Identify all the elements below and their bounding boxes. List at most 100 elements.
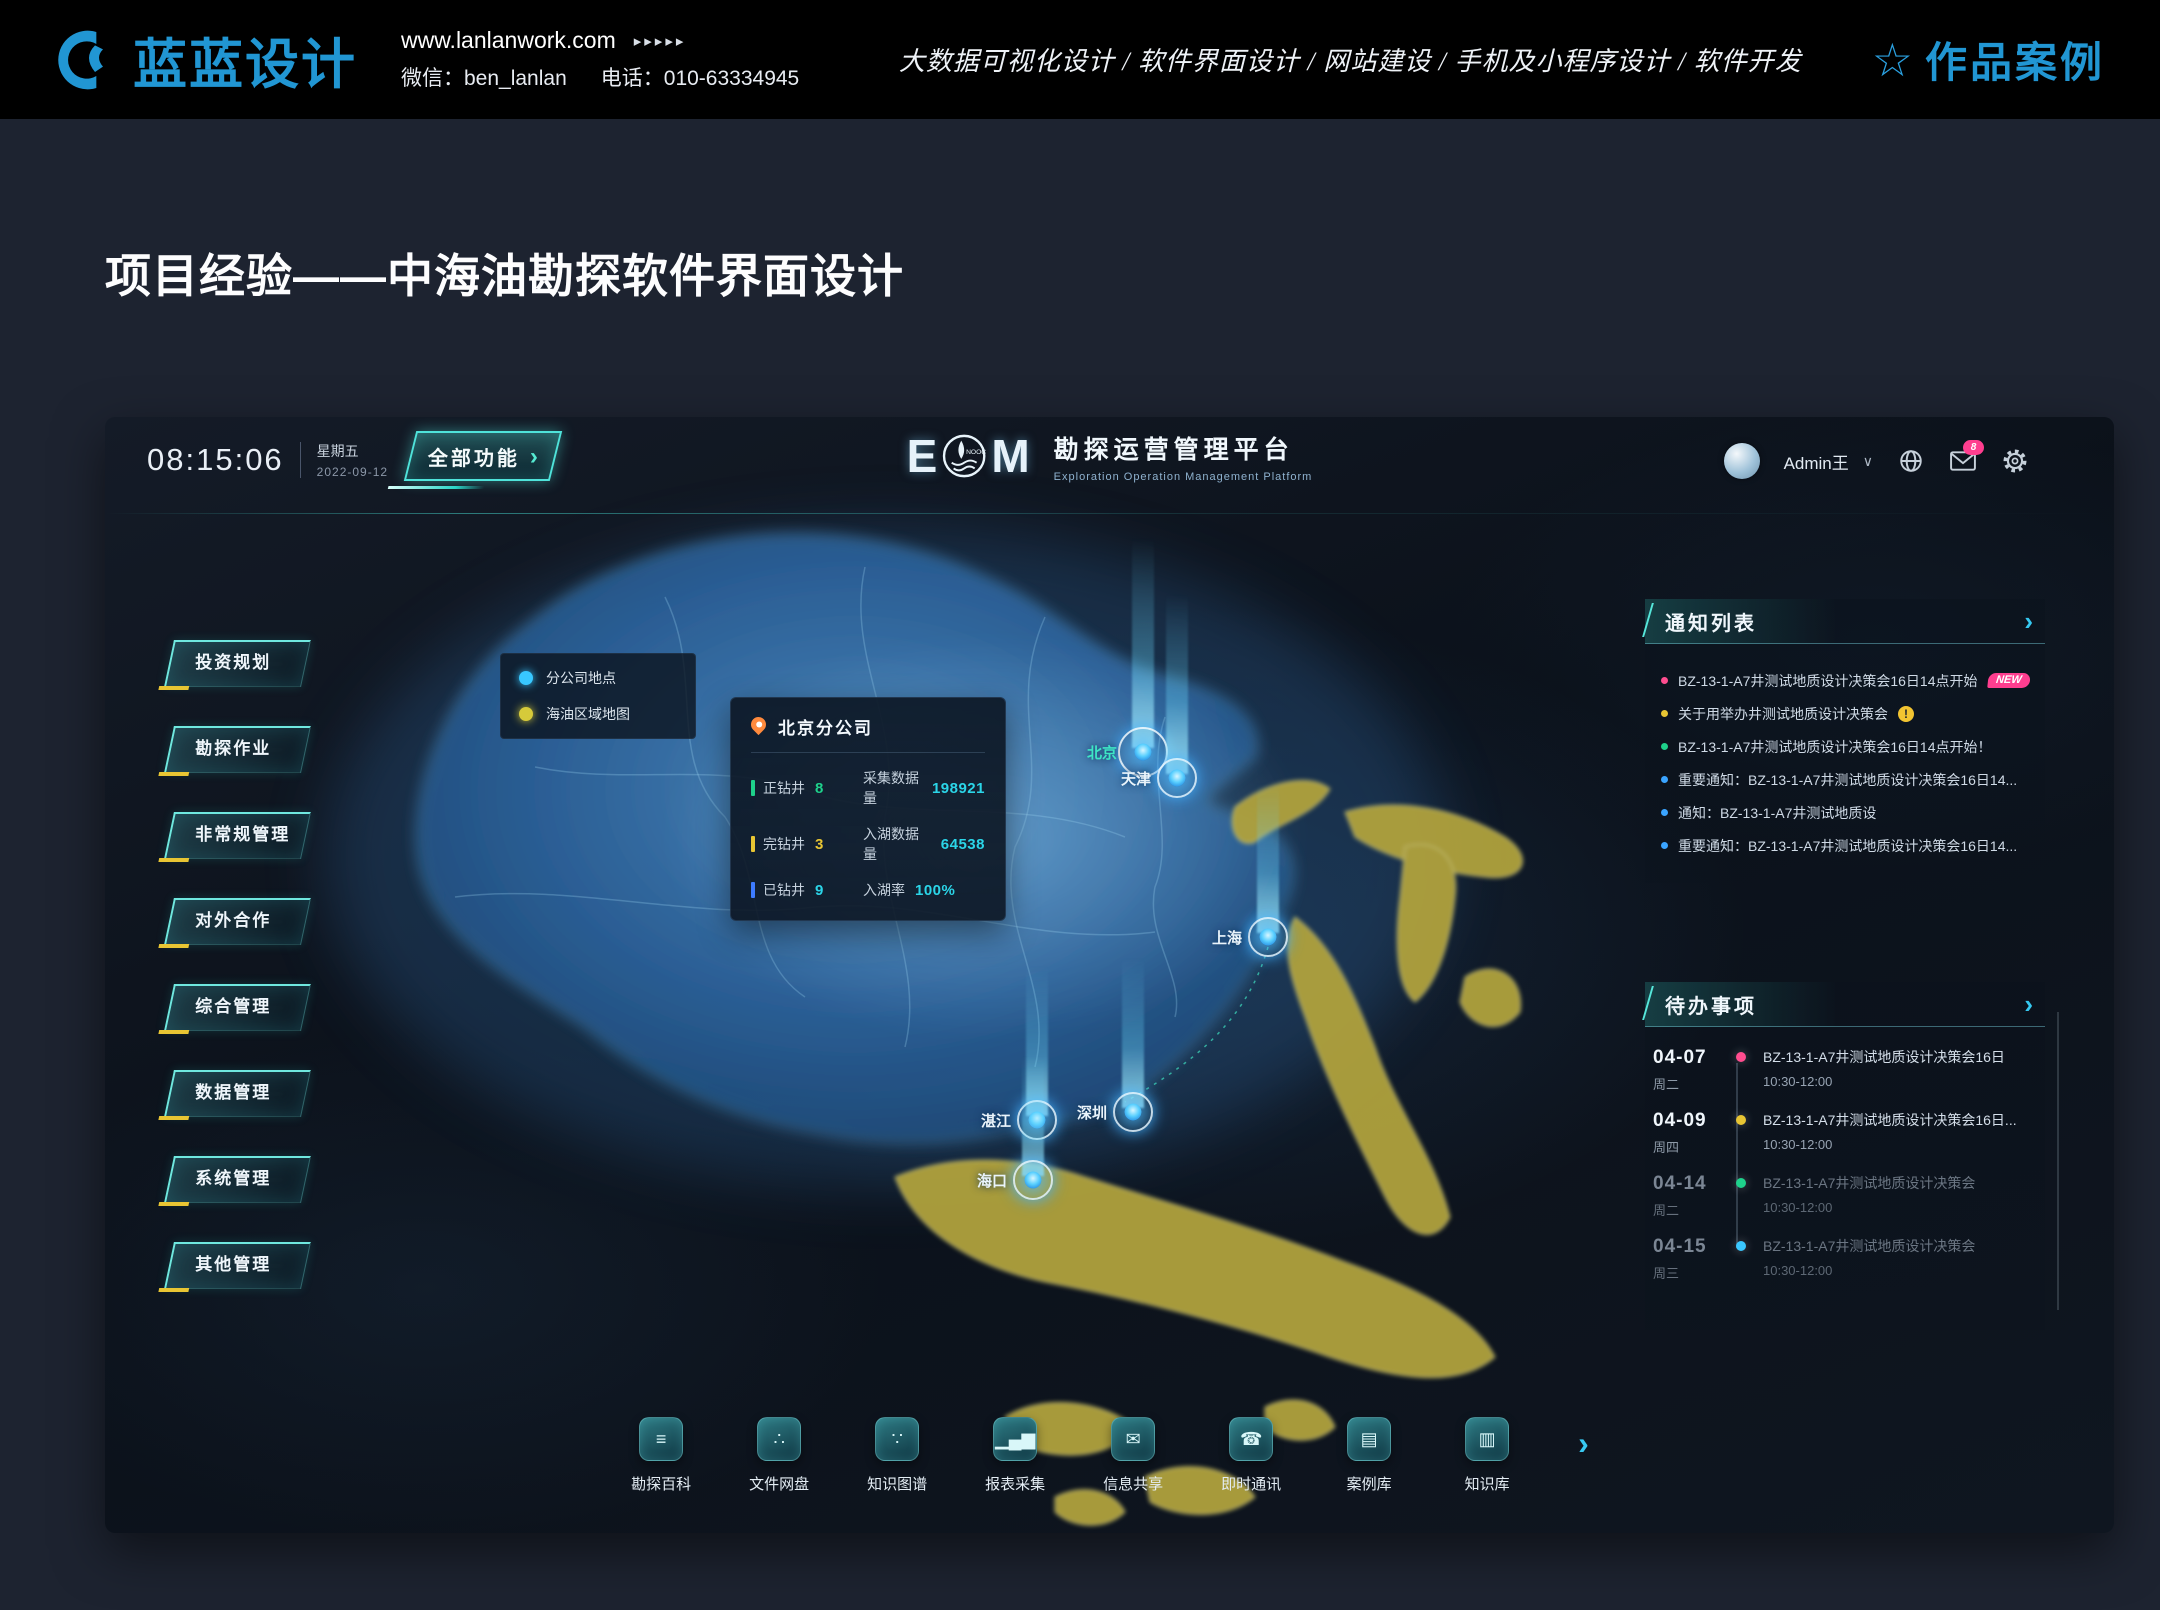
notification-item[interactable]: 重要通知：BZ-13-1-A7井测试地质设计决策会16日14... <box>1661 763 2037 796</box>
legend-dot-icon <box>519 671 533 685</box>
todo-main: BZ-13-1-A7井测试地质设计决策会 10:30-12:00 <box>1763 1173 2035 1219</box>
todo-main: BZ-13-1-A7井测试地质设计决策会16日... 10:30-12:00 <box>1763 1110 2035 1156</box>
site-phone: 电话：010-63334945 <box>600 67 800 90</box>
todo-item[interactable]: 04-07 周二 BZ-13-1-A7井测试地质设计决策会16日 10:30-1… <box>1653 1047 2035 1093</box>
notification-more-icon[interactable]: › <box>2024 606 2033 636</box>
stat-bar-icon <box>751 836 755 852</box>
dock-items: ≡ 勘探百科 ∴ 文件网盘 ∵ 知识图谱 ▁▄▆ <box>630 1417 1518 1494</box>
todo-item[interactable]: 04-14 周二 BZ-13-1-A7井测试地质设计决策会 10:30-12:0… <box>1653 1173 2035 1219</box>
dock-item[interactable]: ✉ 信息共享 <box>1102 1417 1164 1494</box>
legend-row: 分公司地点 <box>519 668 677 688</box>
notification-text: BZ-13-1-A7井测试地质设计决策会16日14点开始 <box>1678 672 1978 689</box>
todo-item[interactable]: 04-09 周四 BZ-13-1-A7井测试地质设计决策会16日... 10:3… <box>1653 1110 2035 1156</box>
dock-tile-icon: ✉ <box>1111 1417 1156 1461</box>
notification-dot-icon <box>1661 710 1668 717</box>
avatar[interactable] <box>1723 443 1760 479</box>
sidebar-item[interactable]: 投资规划 <box>164 640 311 687</box>
todo-day: 周三 <box>1653 1266 1680 1281</box>
stat-left: 已钻井 9 <box>751 880 863 900</box>
sidebar-item[interactable]: 非常规管理 <box>164 812 311 859</box>
platform-title: 勘探运营管理平台 <box>1053 435 1294 464</box>
mail-icon[interactable]: 8 <box>1949 440 1984 475</box>
map-route-line <box>1124 946 1269 1103</box>
dock-label: 勘探百科 <box>631 1476 692 1493</box>
dock-item[interactable]: ∵ 知识图谱 <box>866 1417 928 1494</box>
notification-title: 通知列表 <box>1665 612 1757 635</box>
dock-label: 案例库 <box>1346 1476 1392 1493</box>
dock-item[interactable]: ▁▄▆ 报表采集 <box>984 1417 1046 1494</box>
stat-label: 入湖数据量 <box>863 826 919 862</box>
todo-date-col: 04-07 周二 <box>1653 1047 1719 1093</box>
site-url[interactable]: www.lanlanwork.com <box>401 27 616 53</box>
dock-more-icon[interactable]: › <box>1578 1425 1589 1461</box>
dock-tile-icon: ∵ <box>875 1417 920 1461</box>
platform-subtitle: Exploration Operation Management Platfor… <box>1053 470 1313 483</box>
notification-header: 通知列表 › <box>1645 599 2045 644</box>
marker-core-icon <box>1134 743 1152 761</box>
chevron-down-icon[interactable]: ∨ <box>1862 452 1873 469</box>
gear-icon[interactable] <box>2001 447 2029 475</box>
branch-info-card: 北京分公司 正钻井 8 采集数据量 198921 <box>730 697 1006 921</box>
sparkle-star-icon: ☆ <box>1871 33 1913 86</box>
notification-item[interactable]: 重要通知：BZ-13-1-A7井测试地质设计决策会16日14... <box>1661 829 2037 862</box>
site-header: 蓝蓝设计 www.lanlanwork.com ▸▸▸▸▸ 微信：ben_lan… <box>0 0 2160 119</box>
dock-item[interactable]: ☎ 即时通讯 <box>1220 1417 1282 1494</box>
clock-time: 08:15:06 <box>147 442 284 477</box>
todo-item[interactable]: 04-15 周三 BZ-13-1-A7井测试地质设计决策会 10:30-12:0… <box>1653 1236 2035 1282</box>
todo-dot-icon <box>1736 1052 1746 1062</box>
sidebar-item[interactable]: 数据管理 <box>164 1070 311 1117</box>
divider <box>299 442 301 478</box>
map-legend: 分公司地点 海油区域地图 <box>500 653 696 739</box>
sidebar-item-label: 非常规管理 <box>195 825 291 844</box>
sidebar-item[interactable]: 勘探作业 <box>164 726 311 773</box>
notification-item[interactable]: BZ-13-1-A7井测试地质设计决策会16日14点开始！ <box>1661 730 2037 763</box>
sidebar-item[interactable]: 其他管理 <box>164 1242 311 1289</box>
notification-text: 重要通知：BZ-13-1-A7井测试地质设计决策会16日14... <box>1678 771 2018 788</box>
dock-item[interactable]: ▤ 案例库 <box>1338 1417 1400 1494</box>
user-name[interactable]: Admin王 <box>1783 453 1849 473</box>
todo-text: BZ-13-1-A7井测试地质设计决策会 <box>1763 1238 1976 1254</box>
dock-item[interactable]: ∴ 文件网盘 <box>748 1417 810 1494</box>
marker-beam <box>1122 958 1144 1108</box>
globe-icon[interactable] <box>1897 447 1925 475</box>
notification-item[interactable]: 关于用举办井测试地质设计决策会 ! <box>1661 697 2037 730</box>
notification-dot-icon <box>1661 842 1668 849</box>
sidebar-item[interactable]: 系统管理 <box>164 1156 311 1203</box>
stat-right: 入湖率 100% <box>863 880 985 900</box>
stat-value: 8 <box>815 779 824 797</box>
legend-label: 分公司地点 <box>546 670 616 686</box>
chevron-right-icon: › <box>530 442 538 469</box>
branch-title: 北京分公司 <box>778 719 873 738</box>
todo-text: BZ-13-1-A7井测试地质设计决策会16日 <box>1763 1049 2005 1065</box>
lanlan-logo[interactable]: 蓝蓝设计 <box>55 20 357 99</box>
stat-value: 9 <box>815 881 824 899</box>
dock-label: 知识图谱 <box>867 1476 928 1493</box>
todo-panel: 待办事项 › 04-07 周二 BZ-13-1-A7井测试地质设计决策会16日 … <box>1645 982 2059 1330</box>
sidebar-item-label: 系统管理 <box>195 1169 272 1188</box>
todo-time: 10:30-12:00 <box>1763 1074 1833 1089</box>
city-label: 天津 <box>1120 771 1151 788</box>
stat-bar-icon <box>751 882 755 898</box>
stat-bar-icon <box>751 780 755 796</box>
sidebar-item[interactable]: 对外合作 <box>164 898 311 945</box>
notification-item[interactable]: 通知：BZ-13-1-A7井测试地质设 <box>1661 796 2037 829</box>
marker-ring-icon <box>1248 917 1288 957</box>
todo-day: 周二 <box>1653 1077 1680 1092</box>
portfolio-link[interactable]: ☆ 作品案例 <box>1872 29 2105 90</box>
dock-item[interactable]: ≡ 勘探百科 <box>630 1417 692 1494</box>
todo-more-icon[interactable]: › <box>2024 989 2033 1019</box>
todo-date-col: 04-15 周三 <box>1653 1236 1719 1282</box>
dock-item[interactable]: ▥ 知识库 <box>1456 1417 1518 1494</box>
sidebar-item[interactable]: 综合管理 <box>164 984 311 1031</box>
dashboard-topbar: 08:15:06 星期五 2022-09-12 全部功能 › E <box>105 417 2114 514</box>
arrow-decor-icon: ▸▸▸▸▸ <box>633 32 687 50</box>
clock-weekday: 星期五 <box>316 443 359 459</box>
all-functions-button[interactable]: 全部功能 › <box>403 431 563 481</box>
marker-ring-icon <box>1013 1160 1053 1200</box>
stat-label: 完钻井 <box>763 836 805 852</box>
notification-item[interactable]: BZ-13-1-A7井测试地质设计决策会16日14点开始 NEW <box>1661 664 2037 697</box>
legend-row: 海油区域地图 <box>519 704 677 724</box>
clock-date: 2022-09-12 <box>316 465 389 479</box>
page-title: 项目经验——中海油勘探软件界面设计 <box>105 250 904 302</box>
notification-text: 重要通知：BZ-13-1-A7井测试地质设计决策会16日14... <box>1678 837 2018 854</box>
